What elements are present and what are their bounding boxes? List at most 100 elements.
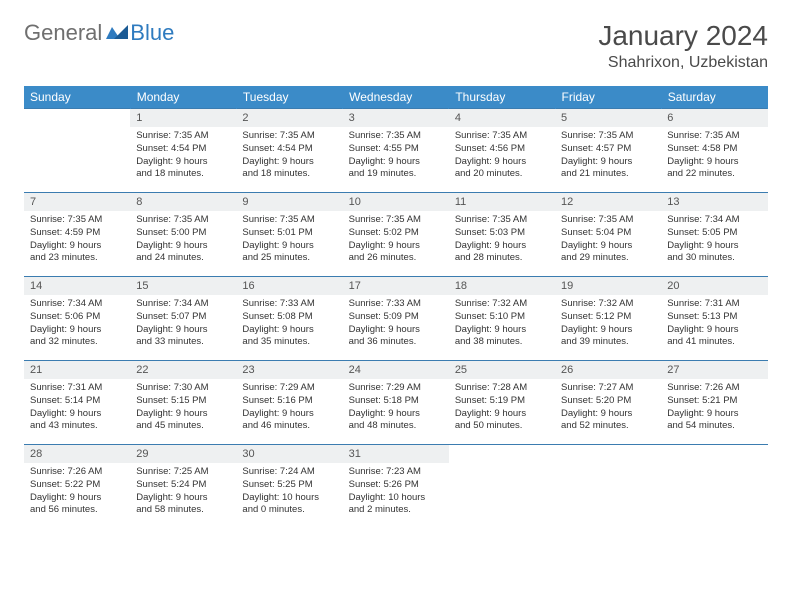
calendar-day: 30Sunrise: 7:24 AMSunset: 5:25 PMDayligh… [236, 445, 342, 529]
calendar-day: 19Sunrise: 7:32 AMSunset: 5:12 PMDayligh… [555, 277, 661, 361]
day-details: Sunrise: 7:26 AMSunset: 5:22 PMDaylight:… [24, 463, 130, 523]
brand-general: General [24, 20, 102, 46]
day-number: 27 [661, 361, 767, 379]
day-details: Sunrise: 7:31 AMSunset: 5:14 PMDaylight:… [24, 379, 130, 439]
day-details: Sunrise: 7:35 AMSunset: 4:54 PMDaylight:… [130, 127, 236, 187]
calendar-day: 13Sunrise: 7:34 AMSunset: 5:05 PMDayligh… [661, 193, 767, 277]
calendar-day [555, 445, 661, 529]
calendar-day: 10Sunrise: 7:35 AMSunset: 5:02 PMDayligh… [343, 193, 449, 277]
calendar-day: 18Sunrise: 7:32 AMSunset: 5:10 PMDayligh… [449, 277, 555, 361]
calendar-day [661, 445, 767, 529]
calendar-day: 16Sunrise: 7:33 AMSunset: 5:08 PMDayligh… [236, 277, 342, 361]
calendar-day: 9Sunrise: 7:35 AMSunset: 5:01 PMDaylight… [236, 193, 342, 277]
calendar-day: 22Sunrise: 7:30 AMSunset: 5:15 PMDayligh… [130, 361, 236, 445]
day-number: 5 [555, 109, 661, 127]
day-number: 14 [24, 277, 130, 295]
calendar-day: 26Sunrise: 7:27 AMSunset: 5:20 PMDayligh… [555, 361, 661, 445]
day-number: 9 [236, 193, 342, 211]
calendar-day: 5Sunrise: 7:35 AMSunset: 4:57 PMDaylight… [555, 109, 661, 193]
calendar-day: 8Sunrise: 7:35 AMSunset: 5:00 PMDaylight… [130, 193, 236, 277]
title-location: Shahrixon, Uzbekistan [598, 54, 768, 72]
day-details: Sunrise: 7:35 AMSunset: 4:56 PMDaylight:… [449, 127, 555, 187]
calendar-day: 2Sunrise: 7:35 AMSunset: 4:54 PMDaylight… [236, 109, 342, 193]
day-number: 13 [661, 193, 767, 211]
day-number: 12 [555, 193, 661, 211]
day-number: 17 [343, 277, 449, 295]
calendar-week: 14Sunrise: 7:34 AMSunset: 5:06 PMDayligh… [24, 277, 768, 361]
day-number: 26 [555, 361, 661, 379]
day-number: 4 [449, 109, 555, 127]
day-details: Sunrise: 7:35 AMSunset: 5:00 PMDaylight:… [130, 211, 236, 271]
day-number: 22 [130, 361, 236, 379]
day-number: 7 [24, 193, 130, 211]
day-number: 16 [236, 277, 342, 295]
day-details: Sunrise: 7:28 AMSunset: 5:19 PMDaylight:… [449, 379, 555, 439]
day-number: 8 [130, 193, 236, 211]
day-number [449, 445, 555, 463]
day-number: 24 [343, 361, 449, 379]
calendar-day: 28Sunrise: 7:26 AMSunset: 5:22 PMDayligh… [24, 445, 130, 529]
day-number [24, 109, 130, 127]
title-month: January 2024 [598, 20, 768, 52]
calendar-day: 29Sunrise: 7:25 AMSunset: 5:24 PMDayligh… [130, 445, 236, 529]
calendar-day: 27Sunrise: 7:26 AMSunset: 5:21 PMDayligh… [661, 361, 767, 445]
day-details: Sunrise: 7:35 AMSunset: 4:57 PMDaylight:… [555, 127, 661, 187]
page-header: General Blue January 2024 Shahrixon, Uzb… [24, 20, 768, 72]
day-details: Sunrise: 7:35 AMSunset: 5:02 PMDaylight:… [343, 211, 449, 271]
day-number: 28 [24, 445, 130, 463]
day-number: 3 [343, 109, 449, 127]
calendar-day [24, 109, 130, 193]
day-number [661, 445, 767, 463]
day-details: Sunrise: 7:31 AMSunset: 5:13 PMDaylight:… [661, 295, 767, 355]
day-details: Sunrise: 7:30 AMSunset: 5:15 PMDaylight:… [130, 379, 236, 439]
day-details: Sunrise: 7:24 AMSunset: 5:25 PMDaylight:… [236, 463, 342, 523]
calendar-week: 7Sunrise: 7:35 AMSunset: 4:59 PMDaylight… [24, 193, 768, 277]
calendar-day: 25Sunrise: 7:28 AMSunset: 5:19 PMDayligh… [449, 361, 555, 445]
day-number: 21 [24, 361, 130, 379]
day-number: 30 [236, 445, 342, 463]
brand-logo: General Blue [24, 20, 174, 46]
title-block: January 2024 Shahrixon, Uzbekistan [598, 20, 768, 72]
calendar-day: 31Sunrise: 7:23 AMSunset: 5:26 PMDayligh… [343, 445, 449, 529]
dow-header: Thursday [449, 86, 555, 109]
dow-header: Sunday [24, 86, 130, 109]
day-number: 6 [661, 109, 767, 127]
calendar-day: 12Sunrise: 7:35 AMSunset: 5:04 PMDayligh… [555, 193, 661, 277]
day-details: Sunrise: 7:35 AMSunset: 5:01 PMDaylight:… [236, 211, 342, 271]
day-details: Sunrise: 7:35 AMSunset: 4:59 PMDaylight:… [24, 211, 130, 271]
day-details: Sunrise: 7:34 AMSunset: 5:07 PMDaylight:… [130, 295, 236, 355]
day-details: Sunrise: 7:35 AMSunset: 4:55 PMDaylight:… [343, 127, 449, 187]
day-number [555, 445, 661, 463]
calendar-day: 20Sunrise: 7:31 AMSunset: 5:13 PMDayligh… [661, 277, 767, 361]
dow-header: Tuesday [236, 86, 342, 109]
day-number: 1 [130, 109, 236, 127]
day-number: 18 [449, 277, 555, 295]
day-details: Sunrise: 7:25 AMSunset: 5:24 PMDaylight:… [130, 463, 236, 523]
calendar-table: SundayMondayTuesdayWednesdayThursdayFrid… [24, 86, 768, 529]
day-number: 20 [661, 277, 767, 295]
calendar-week: 21Sunrise: 7:31 AMSunset: 5:14 PMDayligh… [24, 361, 768, 445]
day-details: Sunrise: 7:27 AMSunset: 5:20 PMDaylight:… [555, 379, 661, 439]
day-number: 19 [555, 277, 661, 295]
calendar-day: 23Sunrise: 7:29 AMSunset: 5:16 PMDayligh… [236, 361, 342, 445]
calendar-day: 14Sunrise: 7:34 AMSunset: 5:06 PMDayligh… [24, 277, 130, 361]
day-number: 11 [449, 193, 555, 211]
calendar-day: 7Sunrise: 7:35 AMSunset: 4:59 PMDaylight… [24, 193, 130, 277]
day-number: 2 [236, 109, 342, 127]
calendar-day: 6Sunrise: 7:35 AMSunset: 4:58 PMDaylight… [661, 109, 767, 193]
day-number: 29 [130, 445, 236, 463]
day-number: 10 [343, 193, 449, 211]
day-details: Sunrise: 7:33 AMSunset: 5:08 PMDaylight:… [236, 295, 342, 355]
day-details: Sunrise: 7:34 AMSunset: 5:05 PMDaylight:… [661, 211, 767, 271]
day-details: Sunrise: 7:26 AMSunset: 5:21 PMDaylight:… [661, 379, 767, 439]
calendar-day: 17Sunrise: 7:33 AMSunset: 5:09 PMDayligh… [343, 277, 449, 361]
calendar-day: 24Sunrise: 7:29 AMSunset: 5:18 PMDayligh… [343, 361, 449, 445]
calendar-day: 15Sunrise: 7:34 AMSunset: 5:07 PMDayligh… [130, 277, 236, 361]
calendar-day: 4Sunrise: 7:35 AMSunset: 4:56 PMDaylight… [449, 109, 555, 193]
day-details: Sunrise: 7:35 AMSunset: 5:03 PMDaylight:… [449, 211, 555, 271]
day-number: 23 [236, 361, 342, 379]
day-details: Sunrise: 7:35 AMSunset: 5:04 PMDaylight:… [555, 211, 661, 271]
dow-header: Friday [555, 86, 661, 109]
calendar-day [449, 445, 555, 529]
calendar-day: 21Sunrise: 7:31 AMSunset: 5:14 PMDayligh… [24, 361, 130, 445]
